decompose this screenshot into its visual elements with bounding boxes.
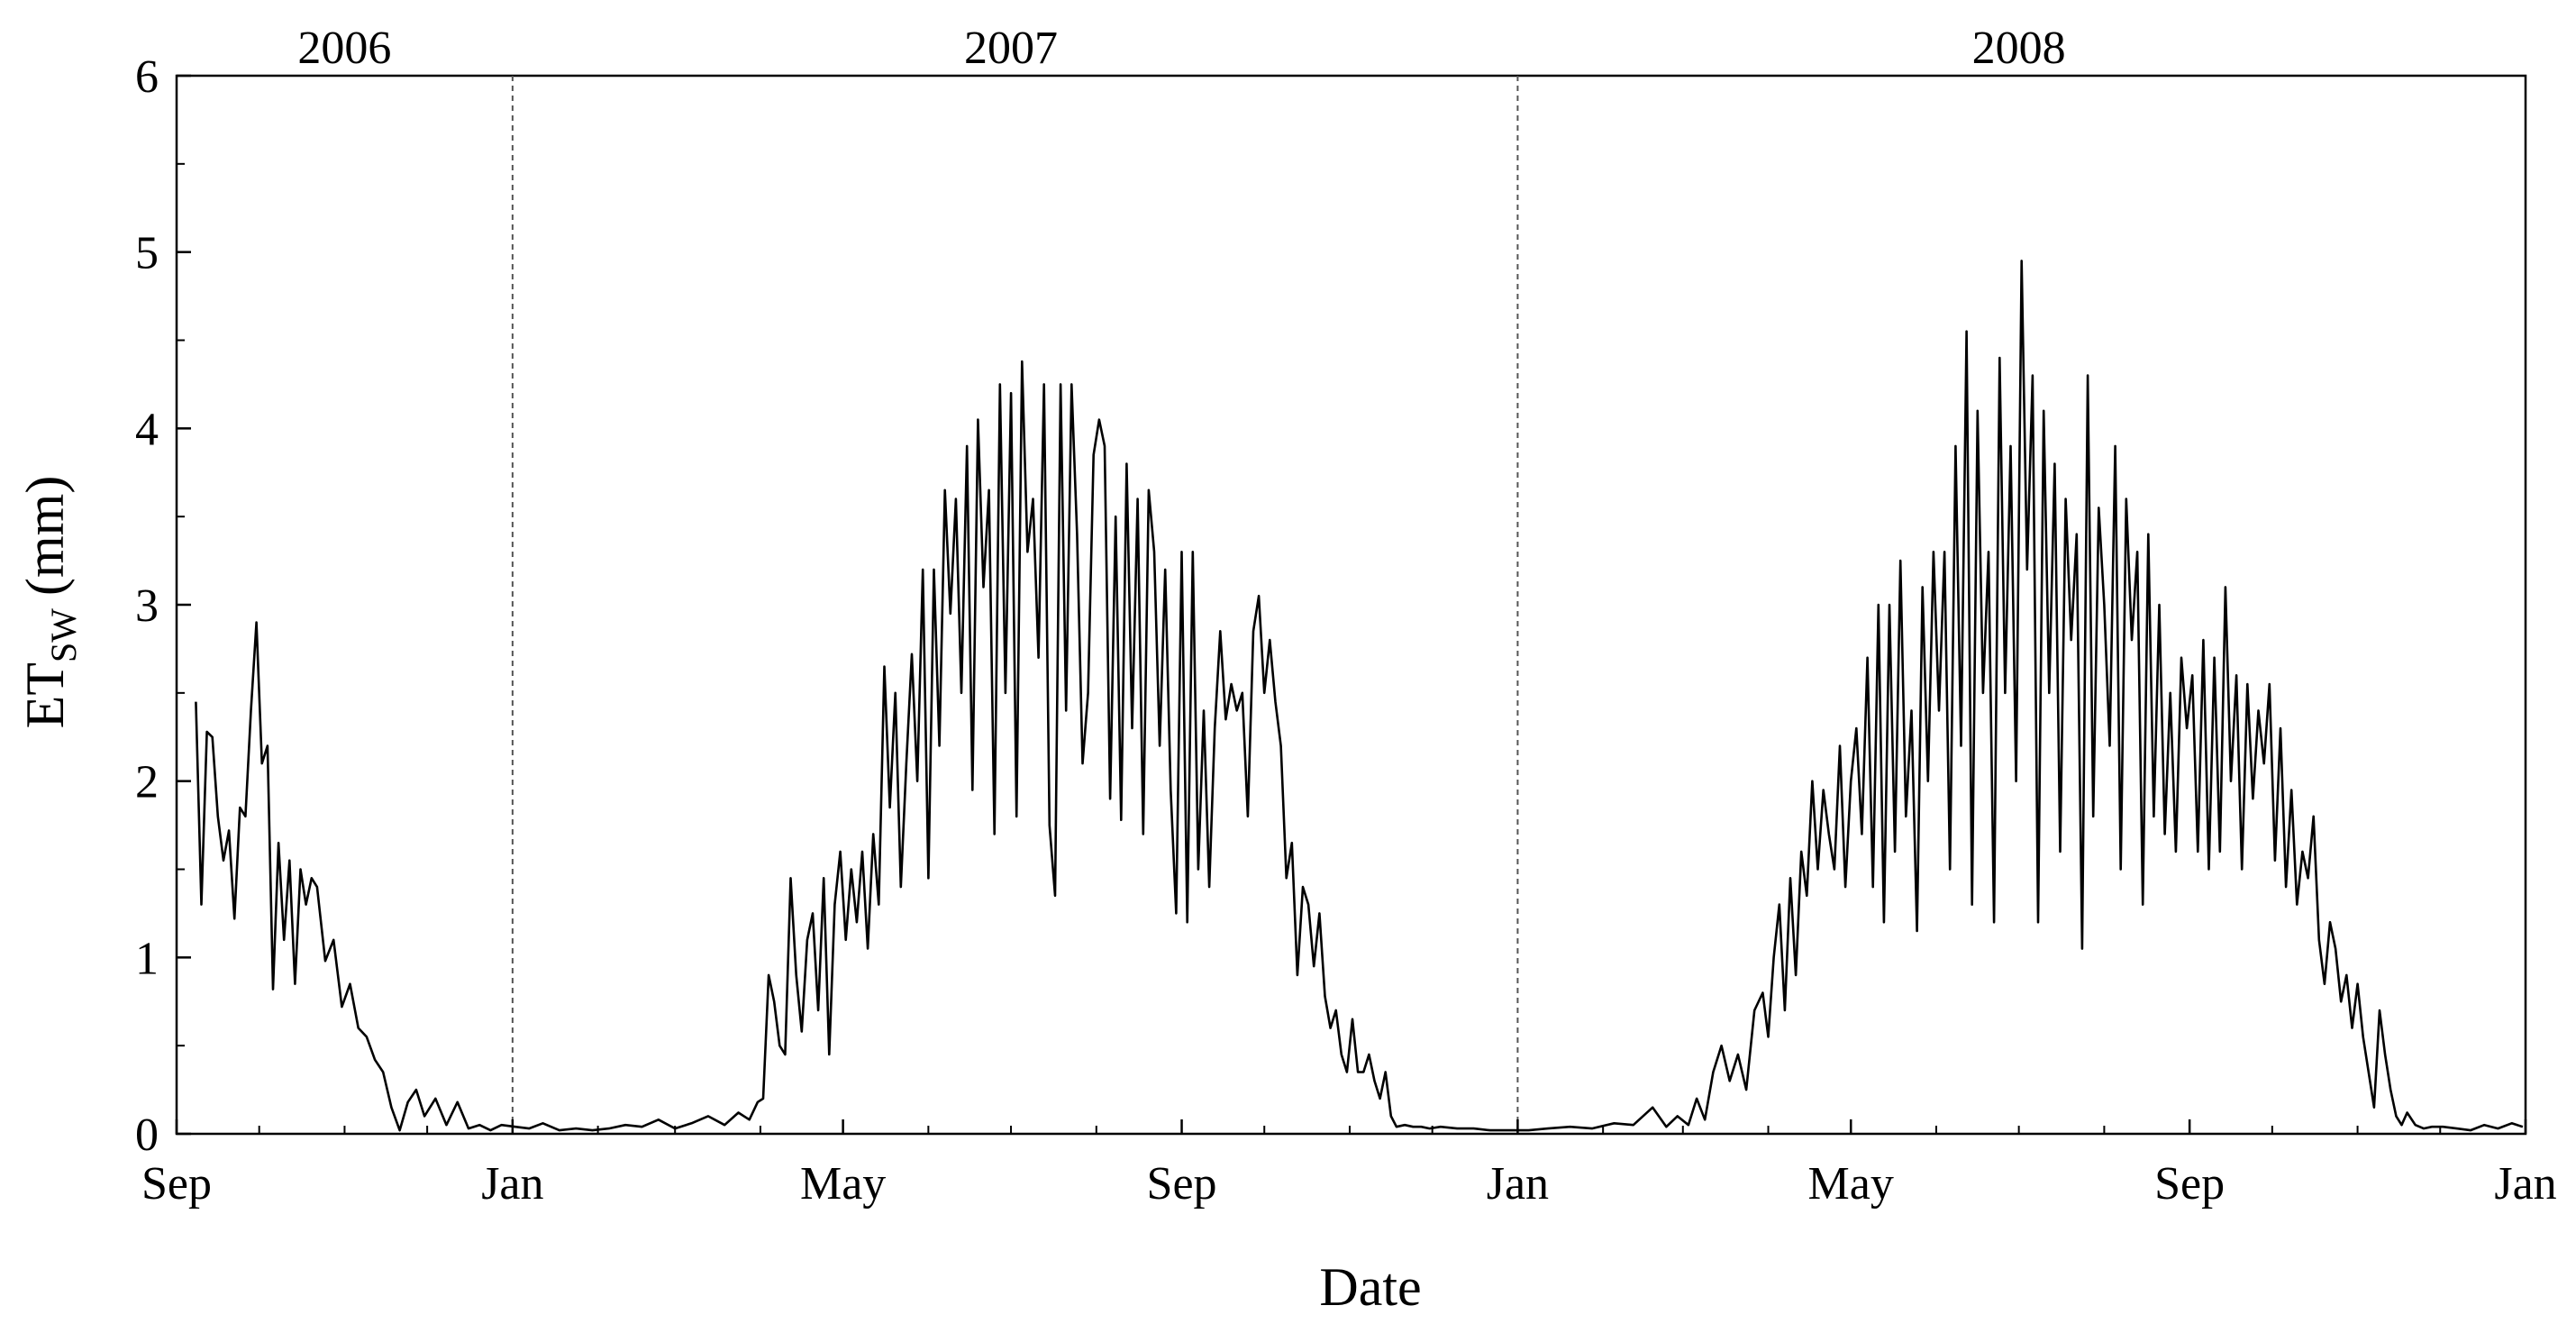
y-tick-label: 5 <box>135 228 159 279</box>
plot-frame <box>175 74 2527 1136</box>
y-axis-title-unit: (mm) <box>15 476 75 596</box>
year-label: 2007 <box>964 23 1058 74</box>
y-tick-label: 3 <box>135 580 159 632</box>
x-tick-label: Jan <box>481 1158 543 1210</box>
x-axis-title: Date <box>1319 1257 1421 1317</box>
y-tick-label: 0 <box>135 1109 159 1161</box>
year-label: 2006 <box>297 23 391 74</box>
x-tick-label: May <box>1808 1158 1894 1210</box>
x-tick-label: May <box>800 1158 886 1210</box>
x-tick-label: Jan <box>2494 1158 2556 1210</box>
year-label: 2008 <box>1972 23 2066 74</box>
y-axis-title: ETSW (mm) <box>15 476 84 729</box>
x-tick-label: Sep <box>1147 1158 1217 1210</box>
y-axis-title-main: ET <box>15 662 75 728</box>
series-line-0 <box>195 260 2524 1132</box>
y-tick-label: 6 <box>135 51 159 103</box>
x-tick-label: Jan <box>1487 1158 1549 1210</box>
y-tick-label: 4 <box>135 404 159 455</box>
y-axis-title-sub: SW <box>43 608 84 662</box>
y-tick-label: 1 <box>135 933 159 984</box>
x-tick-label: Sep <box>141 1158 212 1210</box>
plot-layer: 0 1 2 3 4 5 6 Sep Jan May Sep Jan May Sep Jan 2006 2007 2… <box>135 23 2557 1210</box>
x-tick-label: Sep <box>2154 1158 2225 1210</box>
y-tick-label: 2 <box>135 757 159 808</box>
